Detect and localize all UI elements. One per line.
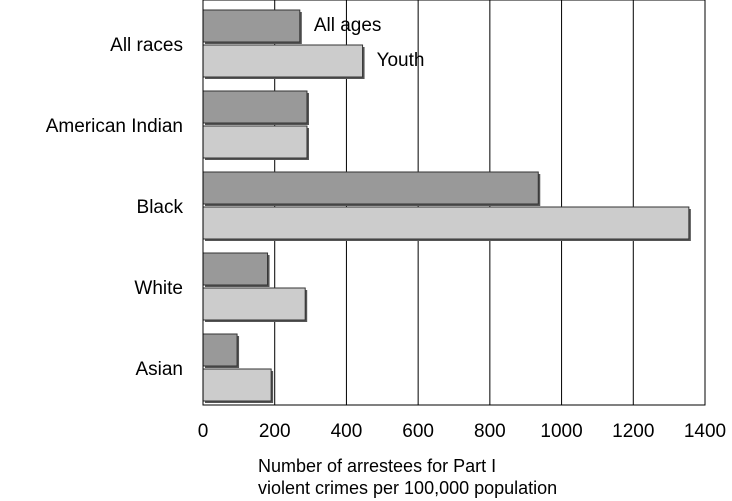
x-tick-label: 800 <box>474 421 506 442</box>
plot-area-frame <box>202 0 706 406</box>
category-label: Asian <box>135 359 183 380</box>
category-label: Black <box>137 197 184 218</box>
category-labels: All races American Indian Black White Asian <box>46 35 184 380</box>
bar-youth <box>202 206 690 240</box>
bar-youth <box>202 287 306 321</box>
bar-youth <box>202 44 364 78</box>
series-labels: All ages Youth <box>314 15 425 71</box>
bar-youth <box>202 125 308 159</box>
x-tick-label: 200 <box>259 421 291 442</box>
x-tick-label: 1400 <box>684 421 726 442</box>
x-tick-labels: 0 200 400 600 800 1000 1200 1400 <box>198 421 726 442</box>
category-label: White <box>134 278 183 299</box>
bar-youth <box>202 368 272 402</box>
bar-all-ages <box>202 90 308 124</box>
bars <box>202 9 691 403</box>
x-axis-label-line-1: Number of arrestees for Part I <box>258 456 496 476</box>
category-label: American Indian <box>46 116 183 137</box>
x-tick-label: 1200 <box>612 421 654 442</box>
series-label: Youth <box>377 50 425 71</box>
bar-all-ages <box>202 9 301 43</box>
bar-all-ages <box>202 252 269 286</box>
x-tick-label: 400 <box>331 421 363 442</box>
bar-all-ages <box>202 333 238 367</box>
x-axis-label-line-2: violent crimes per 100,000 population <box>258 478 557 498</box>
x-tick-label: 1000 <box>540 421 582 442</box>
x-tick-label: 600 <box>402 421 434 442</box>
category-label: All races <box>110 35 183 56</box>
x-tick-label: 0 <box>198 421 209 442</box>
bar-all-ages <box>202 171 539 205</box>
series-label: All ages <box>314 15 382 36</box>
